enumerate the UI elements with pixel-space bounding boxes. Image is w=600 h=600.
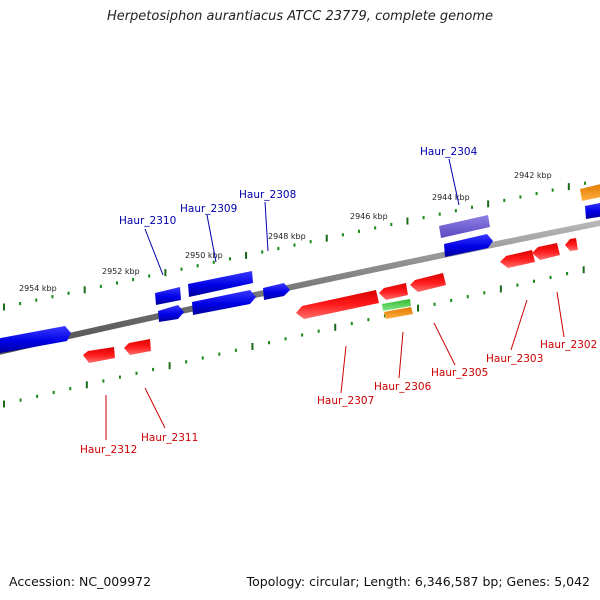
forward-gene-labels: Haur_2310 Haur_2309 Haur_2308 Haur_2304 — [119, 146, 478, 227]
leader-haur-2303 — [510, 299, 528, 351]
scale-label-2952: 2952 kbp — [102, 267, 140, 276]
leader-haur-2305 — [433, 322, 456, 366]
gene-haur-2305[interactable] — [410, 273, 446, 292]
gene-haur-2312[interactable] — [83, 347, 115, 363]
gene-haur-2307[interactable] — [296, 290, 379, 319]
scale-label-2950: 2950 kbp — [185, 251, 223, 260]
gene-haur-2310[interactable] — [155, 287, 181, 305]
gene-haur-2303[interactable] — [500, 250, 535, 268]
reverse-strand-genes — [83, 238, 578, 363]
label-leader-lines — [105, 158, 565, 440]
label-haur-2308[interactable]: Haur_2308 — [239, 189, 296, 201]
gene-haur-2304b[interactable] — [444, 234, 493, 257]
genome-backbone — [0, 219, 600, 355]
scale-label-2942: 2942 kbp — [514, 171, 552, 180]
label-haur-2306[interactable]: Haur_2306 — [374, 381, 432, 393]
scale-ticks-bottom — [3, 266, 585, 408]
gene-haur-2311[interactable] — [124, 339, 151, 355]
gene-haur-2308[interactable] — [263, 283, 290, 300]
label-haur-2307[interactable]: Haur_2307 — [317, 395, 374, 407]
gene-haur-2303b[interactable] — [532, 243, 560, 260]
leader-haur-2311 — [144, 387, 166, 429]
gene-haur-2304[interactable] — [439, 215, 490, 238]
label-haur-2310[interactable]: Haur_2310 — [119, 215, 176, 227]
scale-label-2948: 2948 kbp — [268, 232, 306, 241]
gene-haur-2306[interactable] — [379, 283, 408, 300]
gene-haur-2313[interactable] — [0, 326, 71, 354]
scale-ticks-top — [3, 181, 586, 311]
scale-label-2954: 2954 kbp — [19, 284, 57, 293]
label-haur-2302[interactable]: Haur_2302 — [540, 339, 597, 351]
genome-summary-text: Topology: circular; Length: 6,346,587 bp… — [246, 574, 590, 589]
scale-label-2946: 2946 kbp — [350, 212, 388, 221]
leader-haur-2308 — [264, 201, 269, 252]
label-haur-2305[interactable]: Haur_2305 — [431, 367, 488, 379]
gene-haur-2301[interactable] — [585, 202, 600, 219]
gene-haur-2302[interactable] — [565, 238, 578, 251]
label-haur-2309[interactable]: Haur_2309 — [180, 203, 237, 215]
gene-haur-2306-pseudo[interactable] — [384, 307, 413, 319]
leader-haur-2310 — [144, 228, 164, 276]
reverse-gene-labels: Haur_2312 Haur_2311 Haur_2307 Haur_2306 … — [80, 339, 597, 456]
leader-haur-2307 — [340, 345, 347, 394]
gene-haur-2309[interactable] — [188, 271, 253, 297]
leader-haur-2309 — [206, 214, 217, 263]
scale-labels: 2954 kbp 2952 kbp 2950 kbp 2948 kbp 2946… — [19, 171, 552, 293]
label-haur-2311[interactable]: Haur_2311 — [141, 432, 198, 444]
leader-haur-2304 — [448, 158, 460, 206]
leader-haur-2306 — [398, 331, 404, 379]
leader-haur-2302 — [556, 291, 565, 338]
label-haur-2312[interactable]: Haur_2312 — [80, 444, 137, 456]
label-haur-2304[interactable]: Haur_2304 — [420, 146, 478, 158]
gene-haur-2309b[interactable] — [192, 290, 256, 315]
map-title: Herpetosiphon aurantiacus ATCC 23779, co… — [106, 9, 494, 24]
gene-haur-2306-rna[interactable] — [382, 299, 411, 311]
accession-text: Accession: NC_009972 — [9, 574, 152, 589]
scale-label-2944: 2944 kbp — [432, 193, 470, 202]
gene-haur-2310b[interactable] — [158, 305, 184, 322]
label-haur-2303[interactable]: Haur_2303 — [486, 353, 543, 365]
forward-strand-genes — [0, 183, 600, 354]
gene-pseudo-top[interactable] — [580, 183, 600, 201]
